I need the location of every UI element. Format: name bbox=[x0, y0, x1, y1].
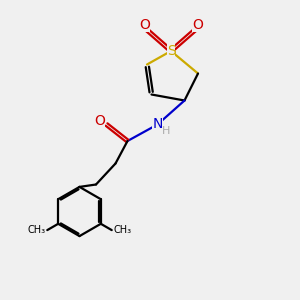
Text: O: O bbox=[139, 18, 150, 32]
Text: O: O bbox=[94, 114, 105, 128]
Text: N: N bbox=[152, 118, 163, 131]
Text: CH₃: CH₃ bbox=[28, 225, 46, 235]
Text: S: S bbox=[167, 44, 176, 58]
Text: CH₃: CH₃ bbox=[113, 225, 131, 235]
Text: H: H bbox=[162, 126, 170, 136]
Text: O: O bbox=[192, 18, 203, 32]
